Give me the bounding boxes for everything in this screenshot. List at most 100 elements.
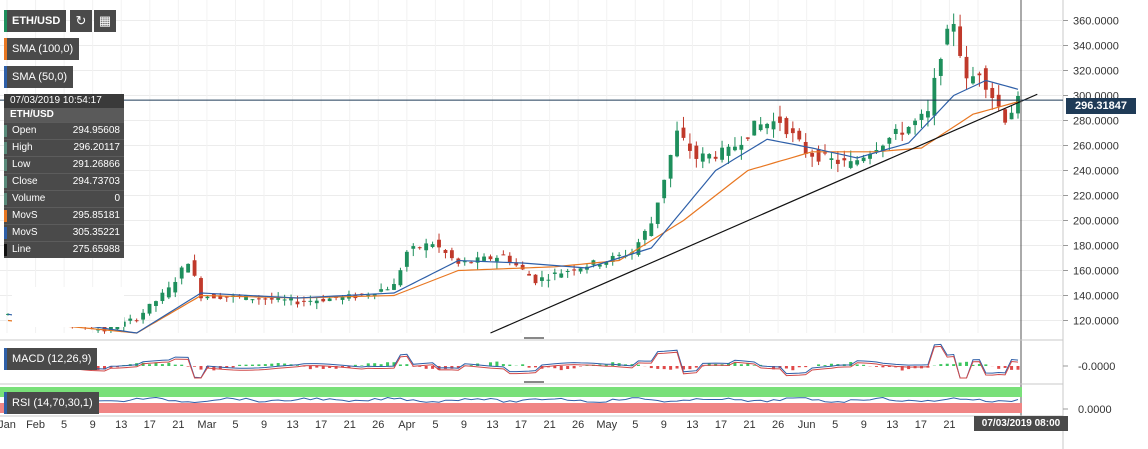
candle-body — [392, 284, 396, 290]
macd-histogram-bar — [263, 364, 267, 366]
candle-body — [154, 301, 158, 306]
x-tick-label: 13 — [286, 419, 298, 431]
candle-body — [1016, 96, 1020, 114]
candle-body — [977, 73, 982, 76]
macd-histogram-bar — [984, 364, 988, 366]
candle-body — [771, 121, 776, 130]
candle-body — [739, 144, 744, 150]
candle-body — [752, 120, 757, 136]
macd-histogram-bar — [405, 364, 409, 366]
ohlc-row-swatch — [4, 193, 7, 205]
symbol-label[interactable]: ETH/USD — [4, 10, 66, 32]
candle-body — [945, 28, 950, 45]
macd-histogram-bar — [353, 364, 357, 366]
macd-histogram-bar — [791, 366, 795, 371]
rsi-label[interactable]: RSI (14,70,30,1) — [4, 392, 99, 414]
macd-histogram-bar — [225, 366, 229, 368]
macd-histogram-bar — [379, 364, 383, 366]
x-tick-label: 26 — [372, 419, 384, 431]
candle-body — [713, 156, 718, 159]
macd-histogram-bar — [662, 366, 666, 370]
candle-body — [855, 160, 860, 165]
candle-body — [327, 298, 332, 302]
macd-histogram-bar — [553, 366, 557, 369]
candle-body — [469, 262, 474, 264]
x-tick-label: 26 — [772, 419, 784, 431]
x-tick-label: 5 — [832, 419, 838, 431]
candle-body — [958, 26, 963, 56]
macd-histogram-bar — [392, 362, 396, 366]
rsi-oversold-band — [0, 403, 1022, 413]
macd-histogram-bar — [772, 366, 776, 370]
candle-body — [784, 118, 789, 135]
macd-histogram-bar — [276, 363, 280, 366]
ohlc-row-value: 275.65988 — [72, 244, 120, 255]
candle-body — [147, 303, 152, 314]
ohlc-row: Close 294.73703 — [4, 173, 124, 190]
candle-body — [173, 281, 178, 293]
x-tick-label: 9 — [261, 419, 267, 431]
macd-histogram-bar — [334, 366, 338, 369]
candle-body — [411, 246, 416, 249]
candle-body — [971, 76, 975, 84]
candle-body — [938, 59, 943, 76]
macd-histogram-bar — [849, 362, 853, 366]
macd-histogram-bar — [328, 366, 332, 369]
rsi-value-label: 0.0000 — [1078, 404, 1112, 416]
x-tick-label: 21 — [943, 419, 955, 431]
x-tick-label: 21 — [743, 419, 755, 431]
candle-body — [829, 158, 834, 160]
macd-histogram-bar — [694, 366, 698, 368]
macd-histogram-bar — [148, 364, 152, 366]
x-tick-label: 9 — [661, 419, 667, 431]
macd-histogram-bar — [804, 366, 808, 368]
candle-body — [700, 153, 705, 162]
macd-histogram-bar — [1003, 366, 1007, 368]
candle-body — [166, 287, 171, 298]
ohlc-row-value: 295.85181 — [72, 210, 120, 221]
y-tick-label: 160.0000 — [1073, 266, 1119, 278]
ohlc-timestamp: 07/03/2019 10:54:17 — [4, 94, 124, 108]
candle-body — [507, 255, 512, 264]
macd-histogram-bar — [1016, 366, 1020, 370]
candle-body — [990, 87, 995, 98]
candle-body — [186, 263, 191, 273]
macd-histogram-bar — [193, 366, 197, 367]
candle-body — [302, 300, 306, 302]
candle-body — [179, 267, 184, 279]
macd-histogram-bar — [752, 365, 756, 366]
candle-body — [430, 244, 435, 247]
candle-body — [424, 243, 429, 251]
macd-label[interactable]: MACD (12,26,9) — [4, 348, 98, 370]
macd-histogram-bar — [829, 363, 833, 366]
refresh-icon[interactable]: ↻ — [70, 10, 92, 32]
ohlc-row-value: 296.20117 — [73, 142, 120, 153]
candle-body — [244, 295, 248, 300]
candle-body — [546, 279, 551, 281]
calendar-icon[interactable]: ▦ — [94, 10, 116, 32]
candle-body — [366, 295, 371, 297]
candle-body — [572, 269, 577, 271]
candle-body — [437, 239, 441, 248]
macd-histogram-bar — [566, 366, 570, 370]
y-tick-label: 320.0000 — [1073, 66, 1119, 78]
macd-histogram-bar — [373, 363, 377, 366]
macd-histogram-bar — [205, 366, 209, 369]
macd-histogram-bar — [424, 366, 428, 369]
candle-body — [951, 23, 956, 32]
candle-body — [552, 272, 557, 274]
x-tick-label: 5 — [61, 419, 67, 431]
candle-body — [964, 56, 969, 79]
candle-body — [205, 296, 210, 299]
macd-histogram-bar — [244, 364, 248, 366]
macd-histogram-bar — [450, 366, 454, 369]
sma50-label[interactable]: SMA (50,0) — [4, 66, 74, 88]
ohlc-row: MovS 305.35221 — [4, 224, 124, 241]
sma100-label[interactable]: SMA (100,0) — [4, 38, 80, 60]
y-tick-label: 280.0000 — [1073, 116, 1119, 128]
candle-body — [655, 202, 660, 224]
macd-histogram-bar — [431, 366, 435, 369]
ohlc-row: Line 275.65988 — [4, 241, 124, 258]
